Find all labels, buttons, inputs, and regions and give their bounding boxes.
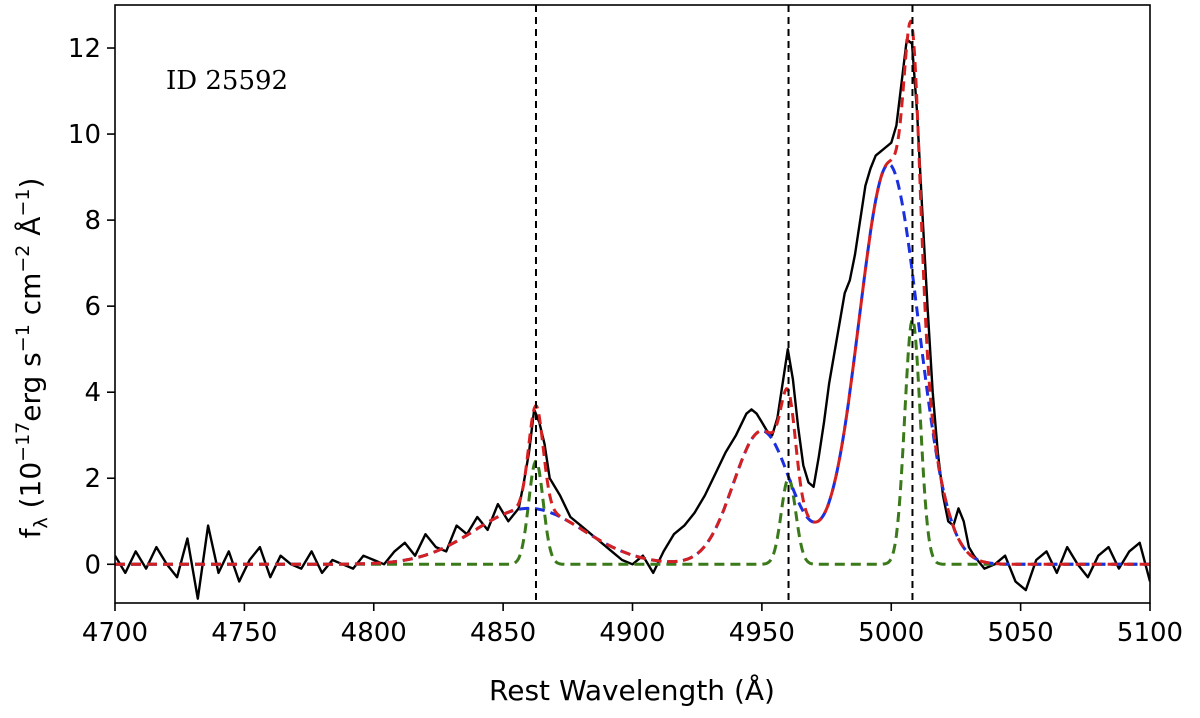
y-tick-label-1: 2 [84,464,101,494]
y-axis: 0 2 4 6 8 10 12 [68,34,115,580]
x-tick-label-0: 4700 [82,618,148,648]
series-line-broad [115,162,1150,566]
y-title-cm: cm [14,273,47,325]
y-title-ang: Å [13,217,47,245]
y-title-exp1: −17 [12,422,34,462]
y-title-lambda: λ [30,517,52,528]
x-tick-label-3: 4850 [470,618,536,648]
plot-series-group [115,19,1150,600]
y-tick-label-4: 8 [84,206,101,236]
y-title-erg: erg s [14,352,47,422]
series-line-total_fit [115,19,1150,566]
series-line-observed [115,38,1150,600]
y-title-exp4: −1 [12,189,34,217]
y-tick-label-5: 10 [68,120,101,150]
plot-frame [114,4,1151,604]
annotation-id: ID 25592 [166,66,288,96]
y-title-exp3: −2 [12,245,34,273]
x-tick-label-7: 5050 [988,618,1054,648]
x-tick-label-6: 5000 [858,618,924,648]
x-axis-title: Rest Wavelength (Å) [489,673,775,707]
x-tick-label-5: 4950 [729,618,795,648]
y-tick-label-2: 4 [84,378,101,408]
x-tick-label-2: 4800 [341,618,407,648]
x-tick-label-1: 4750 [211,618,277,648]
y-tick-label-3: 6 [84,292,101,322]
y-tick-label-0: 0 [84,550,101,580]
x-axis: 4700 4750 4800 4850 4900 4950 5000 5050 5100 [82,603,1183,648]
y-title-open: (10 [14,462,47,517]
y-title-close: ) [14,178,47,189]
plot-area [115,5,1150,603]
x-tick-label-4: 4900 [599,618,665,648]
y-title-f: f [14,527,47,538]
y-tick-label-6: 12 [68,34,101,64]
y-title-exp2: −1 [12,324,34,352]
y-axis-title: fλ (10−17erg s−1 cm−2 Å−1) [12,178,52,539]
x-tick-label-8: 5100 [1117,618,1183,648]
series-line-narrow [115,318,1150,566]
